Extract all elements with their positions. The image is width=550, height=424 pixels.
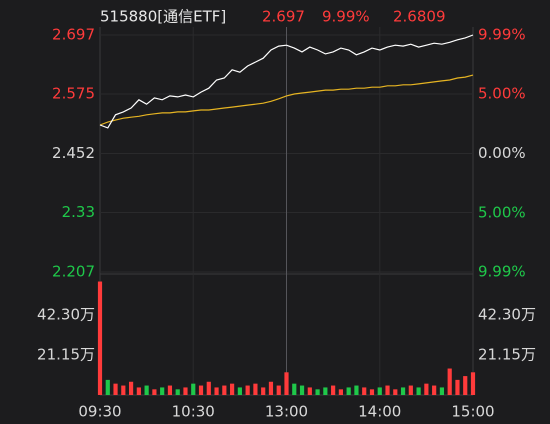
header-change: 9.99% (322, 8, 370, 26)
volume-bar (463, 376, 468, 395)
volume-bar (393, 389, 398, 395)
volume-bar (307, 387, 312, 395)
y2-tick-label: 0.00% (478, 144, 526, 162)
volume-bar (214, 387, 219, 395)
y2-tick-label: 9.99% (478, 263, 526, 281)
avg-line (99, 74, 474, 126)
chart-title: 515880[通信ETF] (100, 8, 226, 26)
volume-bar (315, 389, 320, 395)
volume-bar (455, 379, 460, 395)
volume-bar (416, 387, 421, 395)
volume-bar (191, 383, 196, 395)
volume-bar (136, 387, 141, 395)
volume-bar (424, 383, 429, 395)
volume-tick-label: 21.15万 (478, 346, 536, 364)
x-tick-label: 09:30 (78, 403, 121, 421)
volume-bar (175, 389, 180, 395)
volume-bar (276, 385, 281, 395)
volume-tick-label: 42.30万 (37, 306, 95, 324)
volume-bar (323, 387, 328, 395)
y-tick-label: 2.33 (62, 203, 95, 221)
volume-bar (470, 372, 476, 395)
volume-bar (237, 387, 242, 395)
volume-bar (198, 385, 204, 395)
volume-bar (346, 387, 351, 395)
header-avg: 2.6809 (393, 8, 446, 26)
volume-bar (144, 385, 149, 395)
price-line (99, 34, 474, 129)
volume-bar (408, 385, 413, 395)
volume-bar (331, 385, 336, 395)
volume-bar (447, 368, 452, 395)
volume-bar (377, 387, 382, 395)
volume-bar (105, 379, 110, 395)
x-tick-label: 15:00 (451, 403, 494, 421)
volume-bar (369, 389, 375, 395)
x-tick-label: 14:00 (358, 403, 401, 421)
y2-tick-label: 5.00% (478, 203, 526, 221)
volume-bar (268, 381, 274, 395)
volume-bar (245, 385, 250, 395)
volume-bar (299, 385, 305, 395)
volume-bar (160, 387, 165, 395)
volume-bar (152, 389, 157, 395)
volume-bar (362, 387, 367, 395)
volume-bar (284, 372, 289, 395)
volume-bar (432, 385, 437, 395)
volume-bar (113, 383, 118, 395)
volume-bar (253, 383, 258, 395)
y-tick-label: 2.575 (52, 85, 95, 103)
y-tick-label: 2.452 (52, 144, 95, 162)
y-tick-label: 2.207 (52, 263, 95, 281)
volume-bar (128, 381, 134, 395)
volume-bar (354, 385, 359, 395)
volume-bar (292, 383, 297, 395)
volume-tick-label: 42.30万 (478, 306, 536, 324)
volume-bar (439, 387, 445, 395)
y-tick-label: 2.697 (52, 26, 95, 44)
x-tick-label: 10:30 (172, 403, 215, 421)
x-tick-label: 13:00 (265, 403, 308, 421)
volume-bar (400, 387, 406, 395)
volume-bar (222, 385, 227, 395)
volume-bar (230, 383, 235, 395)
volume-bar (97, 281, 103, 395)
volume-bar (167, 385, 173, 395)
y2-tick-label: 5.00% (478, 85, 526, 103)
volume-bar (121, 385, 126, 395)
header-price: 2.697 (262, 8, 305, 26)
volume-bar (183, 387, 188, 395)
volume-bar (206, 381, 211, 395)
volume-bar (385, 385, 390, 395)
volume-bar (338, 389, 343, 395)
y2-tick-label: 9.99% (478, 26, 526, 44)
volume-bar (261, 387, 266, 395)
volume-tick-label: 21.15万 (37, 346, 95, 364)
